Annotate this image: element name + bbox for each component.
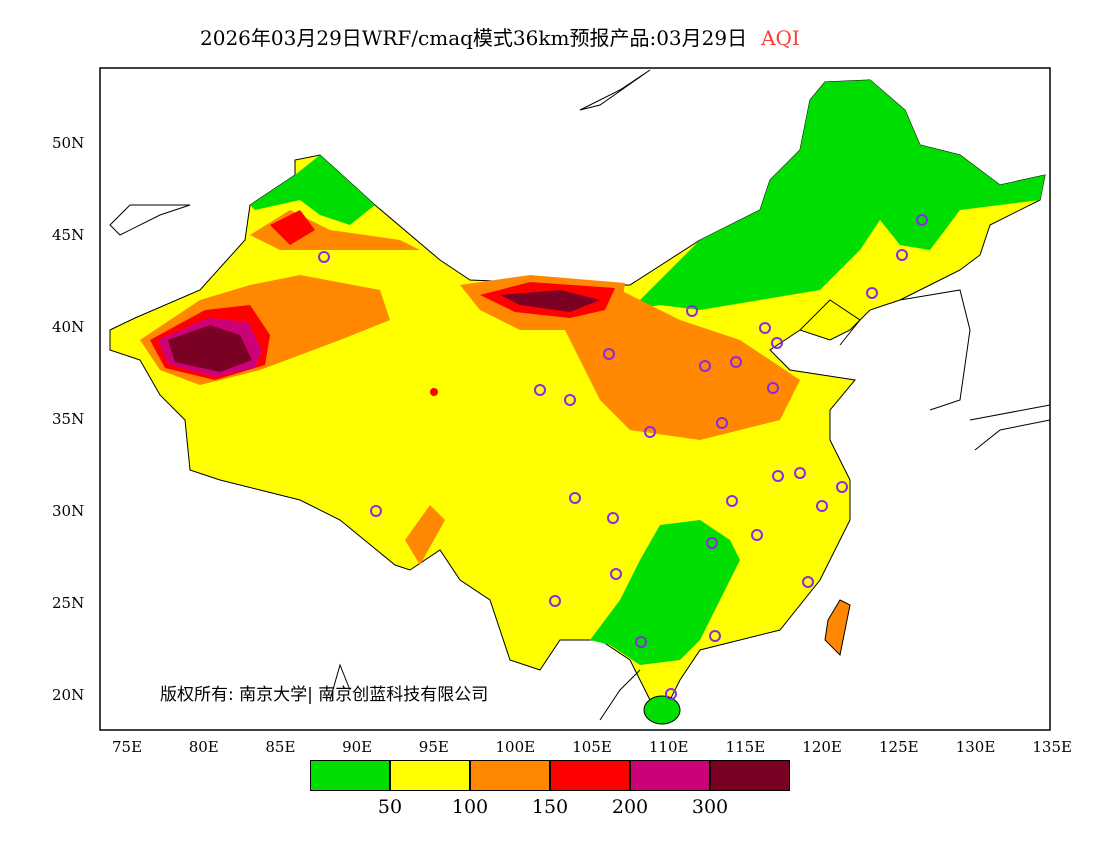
red-north-xinjiang [270,210,315,245]
coast-japan [969,404,1051,451]
copyright-text: 版权所有: 南京大学| 南京创蓝科技有限公司 [160,685,489,705]
coast-bay [329,663,351,701]
taiwan [824,599,851,657]
station-marker [772,470,784,482]
station-marker [709,630,721,642]
coast-bohai [799,299,861,346]
monitoring-stations [318,214,928,700]
x-tick-label: 90E [342,738,373,756]
orange-tibet [405,505,445,565]
x-tick-label: 110E [648,738,689,756]
legend-label: 50 [377,796,403,818]
station-marker [607,512,619,524]
station-marker [610,568,622,580]
station-marker [730,356,742,368]
station-marker [635,636,647,648]
legend-label: 100 [451,796,489,818]
x-tick-label: 75E [112,738,143,756]
station-marker [759,322,771,334]
orange-central [560,290,800,440]
station-marker [534,384,546,396]
station-marker [802,576,814,588]
x-tick-label: 115E [725,738,766,756]
title-text: 2026年03月29日WRF/cmaq模式36km预报产品:03月29日 [200,26,748,50]
y-tick-label: 25N [52,594,85,612]
coast-baikal [579,69,651,111]
station-marker [767,382,779,394]
station-marker [836,481,848,493]
x-tick-label: 85E [265,738,296,756]
x-tick-label: 95E [418,738,449,756]
station-marker [569,492,581,504]
station-marker [699,360,711,372]
x-tick-label: 125E [879,738,919,756]
legend-swatch [710,760,790,791]
legend-label: 200 [611,796,649,818]
legend-label: 300 [691,796,729,818]
y-tick-label: 35N [52,410,85,428]
hainan [643,695,681,725]
green-northeast [630,80,1045,310]
x-tick-label: 135E [1032,738,1072,756]
station-marker [726,495,738,507]
station-marker [564,394,576,406]
coast-korea [899,289,971,411]
y-tick-label: 40N [52,318,85,336]
station-marker [370,505,382,517]
x-tick-label: 80E [188,738,219,756]
darkred-inner-mongolia [500,290,600,312]
red-spot [430,388,438,396]
y-tick-label: 50N [52,134,85,152]
station-marker [816,500,828,512]
x-tick-label: 120E [802,738,842,756]
green-north-xinjiang [250,155,375,225]
station-marker [603,348,615,360]
y-tick-label: 30N [52,502,85,520]
x-tick-label: 130E [955,738,996,756]
green-south [590,520,740,665]
legend-swatch [550,760,630,791]
legend-swatch [310,760,390,791]
station-marker [866,287,878,299]
legend-label: 150 [531,796,569,818]
station-marker [771,337,783,349]
station-marker [318,251,330,263]
station-marker [794,467,806,479]
x-tick-label: 105E [572,738,612,756]
station-marker [665,688,677,700]
title-variable: AQI [761,26,800,50]
legend-swatch [630,760,710,791]
y-tick-label: 45N [52,226,85,244]
legend-swatch [470,760,550,791]
coast-vietnam [599,669,641,721]
station-marker [896,249,908,261]
coastlines [109,69,1051,721]
legend-swatch [390,760,470,791]
x-tick-label: 100E [495,738,536,756]
station-marker [716,417,728,429]
station-marker [686,305,698,317]
station-marker [706,537,718,549]
station-marker [549,595,561,607]
y-tick-label: 20N [52,686,85,704]
station-marker [751,529,763,541]
station-marker [916,214,928,226]
station-marker [644,426,656,438]
map-title: 2026年03月29日WRF/cmaq模式36km预报产品:03月29日 AQI [200,22,800,51]
china-fill [109,79,1046,725]
coast-kazakh [109,204,191,236]
darkred-tarim [168,325,252,372]
